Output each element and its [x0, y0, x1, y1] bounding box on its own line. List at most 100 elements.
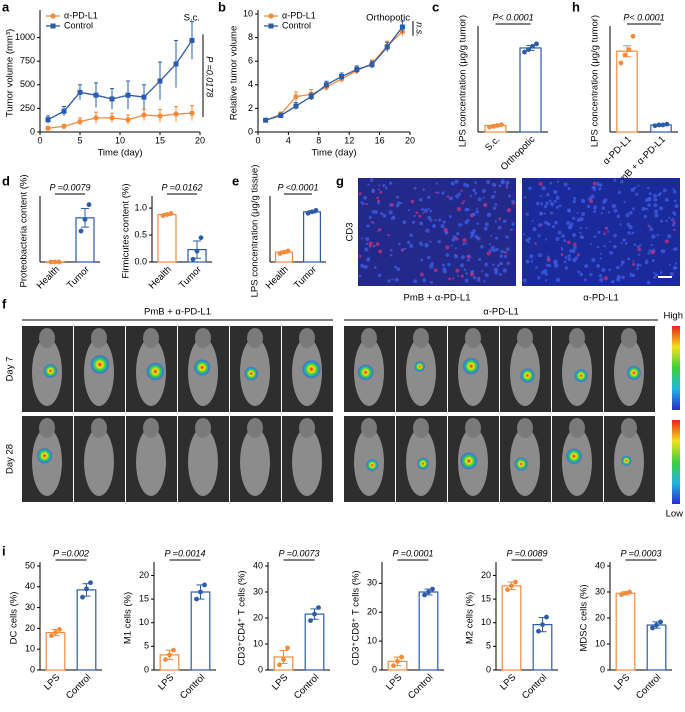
marker — [189, 110, 195, 116]
bar — [190, 591, 211, 671]
nucleus — [484, 222, 489, 227]
nucleus — [368, 215, 372, 219]
nucleus — [418, 241, 423, 246]
series-line — [47, 40, 193, 121]
mouse-head — [39, 328, 55, 348]
nucleus — [547, 263, 552, 268]
y-tick-label: 10 — [243, 8, 253, 18]
nucleus — [498, 217, 502, 221]
x-tick-label: α-PD-L1 — [601, 134, 634, 167]
nucleus — [613, 178, 617, 182]
panel-letter: g — [336, 173, 344, 188]
nucleus — [628, 224, 633, 230]
nucleus — [505, 247, 510, 252]
nucleus — [421, 208, 424, 211]
nucleus — [609, 250, 614, 255]
nucleus — [651, 234, 656, 239]
nucleus — [455, 237, 459, 241]
marker — [173, 61, 179, 67]
nucleus — [432, 224, 437, 228]
nucleus — [488, 243, 491, 246]
y-tick-label: 250 — [20, 103, 35, 113]
nucleus — [529, 254, 534, 259]
nucleus — [674, 247, 678, 251]
nucleus — [672, 188, 675, 191]
x-tick-label: 20 — [195, 135, 205, 145]
nucleus — [553, 259, 558, 264]
nucleus — [369, 178, 374, 182]
nucleus — [645, 258, 648, 262]
nucleus — [448, 277, 451, 281]
nucleus — [573, 196, 577, 200]
nucleus — [561, 234, 565, 238]
nucleus — [648, 192, 652, 196]
x-tick-label: Tumor — [65, 264, 92, 291]
nucleus — [396, 195, 400, 199]
data-point — [544, 614, 549, 620]
nucleus — [476, 236, 481, 241]
nucleus — [412, 220, 416, 224]
x-tick-label: LPS — [384, 672, 404, 692]
mouse-head — [569, 328, 585, 348]
stat-label: P <0.0001 — [278, 182, 319, 192]
nucleus — [389, 253, 393, 257]
nucleus — [658, 206, 664, 211]
nucleus — [576, 211, 579, 214]
signal — [621, 455, 632, 467]
nucleus — [541, 185, 546, 191]
nucleus — [474, 191, 478, 195]
mouse-image — [552, 416, 603, 502]
stat-label: P =0.0001 — [393, 548, 434, 558]
bar — [646, 624, 667, 671]
nucleus — [490, 234, 493, 237]
nucleus — [382, 213, 387, 218]
data-point — [491, 123, 496, 129]
nucleus — [420, 258, 424, 262]
marker — [141, 94, 147, 100]
nucleus — [555, 236, 560, 242]
nucleus — [413, 214, 416, 218]
stat-label: P< 0.0001 — [623, 12, 664, 22]
data-point — [627, 589, 632, 595]
nucleus — [410, 199, 415, 204]
mouse-image — [604, 416, 655, 502]
stat-label: n.s. — [415, 22, 425, 37]
x-tick-label: Orthopotic — [499, 134, 538, 173]
nucleus — [463, 182, 467, 187]
nucleus — [630, 187, 635, 192]
nucleus — [388, 210, 393, 215]
nucleus — [633, 186, 637, 190]
nucleus — [478, 257, 482, 261]
group-label: α-PD-L1 — [483, 307, 519, 318]
y-tick-label: 20 — [367, 607, 377, 617]
nucleus — [457, 274, 460, 277]
nucleus — [631, 274, 635, 278]
nucleus — [650, 243, 653, 247]
mouse-head — [39, 418, 55, 438]
nucleus — [616, 277, 621, 282]
nucleus — [463, 199, 466, 202]
data-point — [654, 622, 659, 628]
nucleus — [493, 267, 499, 272]
nucleus — [544, 272, 548, 276]
row-label: Day 7 — [5, 357, 16, 382]
nucleus — [522, 278, 527, 283]
y-tick-label: 0 — [372, 664, 377, 674]
nucleus — [499, 254, 504, 258]
nucleus — [503, 250, 506, 254]
nucleus — [653, 271, 656, 275]
nucleus — [464, 278, 469, 283]
nucleus — [539, 194, 542, 198]
data-point — [171, 647, 176, 653]
panel-letter: c — [432, 0, 439, 14]
nucleus — [620, 260, 625, 265]
nucleus — [571, 216, 576, 220]
nucleus — [368, 241, 373, 246]
y-tick-label: 0 — [258, 664, 263, 674]
nucleus — [651, 259, 655, 263]
nucleus — [484, 273, 489, 278]
mouse-head — [143, 418, 159, 438]
legend-marker — [50, 13, 56, 19]
x-tick-label: LPS — [42, 672, 62, 692]
x-tick-label: 0 — [37, 135, 42, 145]
